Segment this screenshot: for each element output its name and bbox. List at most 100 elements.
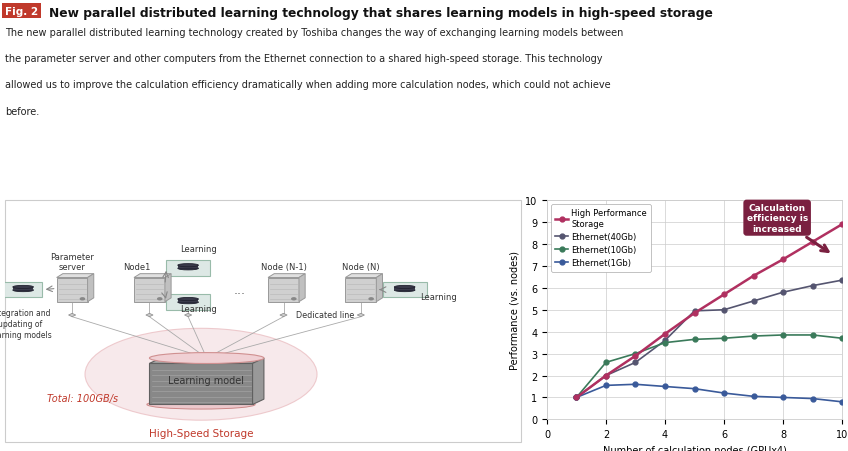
- Ethernet(10Gb): [689, 337, 700, 342]
- Bar: [394, 287, 415, 290]
- FancyBboxPatch shape: [57, 278, 87, 302]
- Ethernet(10Gb): [601, 360, 611, 365]
- Ethernet(40Gb): [601, 373, 611, 378]
- Bar: [178, 266, 198, 269]
- Ellipse shape: [178, 298, 198, 301]
- Text: Calculation
efficiency is
increased: Calculation efficiency is increased: [746, 203, 828, 252]
- Line: Ethernet(1Gb): Ethernet(1Gb): [574, 382, 845, 405]
- Polygon shape: [185, 313, 192, 317]
- Polygon shape: [57, 274, 94, 278]
- Text: Dedicated line: Dedicated line: [296, 310, 354, 319]
- Text: the parameter server and other computers from the Ethernet connection to a share: the parameter server and other computers…: [5, 54, 603, 64]
- Ethernet(1Gb): [689, 386, 700, 391]
- Ellipse shape: [178, 264, 198, 267]
- Ethernet(1Gb): [837, 399, 847, 405]
- Ellipse shape: [178, 267, 198, 270]
- Text: Integration and
updating of
learning models: Integration and updating of learning mod…: [0, 308, 52, 339]
- Text: Parameter
server: Parameter server: [50, 253, 94, 272]
- Line: High Performance
Storage: High Performance Storage: [574, 222, 845, 400]
- Ethernet(1Gb): [630, 382, 640, 387]
- Polygon shape: [134, 274, 171, 278]
- Polygon shape: [345, 274, 382, 278]
- Text: before.: before.: [5, 106, 39, 116]
- Line: Ethernet(10Gb): Ethernet(10Gb): [574, 333, 845, 400]
- Ellipse shape: [394, 286, 415, 289]
- Text: System configuration: System configuration: [10, 186, 121, 196]
- Circle shape: [158, 298, 162, 300]
- Ethernet(10Gb): [719, 336, 729, 341]
- Ethernet(40Gb): [660, 338, 670, 343]
- Text: Performance vs. the number of calculation nodes: Performance vs. the number of calculatio…: [532, 186, 789, 196]
- FancyBboxPatch shape: [382, 282, 427, 298]
- X-axis label: Number of calculation nodes (GPUx4): Number of calculation nodes (GPUx4): [603, 445, 786, 451]
- Polygon shape: [69, 313, 75, 317]
- Ethernet(1Gb): [601, 383, 611, 388]
- Text: Fig. 2: Fig. 2: [5, 7, 38, 17]
- Text: Node1: Node1: [123, 263, 150, 272]
- Text: Learning model: Learning model: [168, 376, 244, 386]
- High Performance
Storage: [749, 273, 759, 279]
- High Performance
Storage: [807, 239, 817, 245]
- High Performance
Storage: [630, 353, 640, 359]
- Polygon shape: [87, 274, 94, 302]
- High Performance
Storage: [719, 292, 729, 298]
- Bar: [178, 299, 198, 303]
- Text: Node (N): Node (N): [342, 263, 380, 272]
- Circle shape: [292, 298, 296, 300]
- FancyBboxPatch shape: [3, 283, 42, 297]
- Ethernet(1Gb): [807, 396, 817, 401]
- Ethernet(10Gb): [837, 336, 847, 341]
- Ethernet(40Gb): [719, 308, 729, 313]
- Ethernet(40Gb): [630, 360, 640, 365]
- Text: New parallel distributed learning technology that shares learning models in high: New parallel distributed learning techno…: [49, 7, 713, 20]
- Ellipse shape: [85, 329, 317, 420]
- Ethernet(10Gb): [778, 332, 788, 338]
- Text: Total: 100GB/s: Total: 100GB/s: [47, 394, 118, 404]
- Ethernet(1Gb): [719, 391, 729, 396]
- Ethernet(1Gb): [660, 384, 670, 389]
- Text: ...: ...: [234, 284, 246, 296]
- Line: Ethernet(40Gb): Ethernet(40Gb): [574, 278, 845, 400]
- Ethernet(40Gb): [749, 299, 759, 304]
- High Performance
Storage: [778, 257, 788, 262]
- High Performance
Storage: [572, 395, 582, 400]
- Polygon shape: [299, 274, 305, 302]
- FancyBboxPatch shape: [149, 364, 253, 405]
- Text: Node (N-1): Node (N-1): [260, 263, 306, 272]
- Text: allowed us to improve the calculation efficiency dramatically when adding more c: allowed us to improve the calculation ef…: [5, 80, 611, 90]
- Ellipse shape: [149, 353, 264, 364]
- Ethernet(10Gb): [572, 395, 582, 400]
- Y-axis label: Performance (vs. nodes): Performance (vs. nodes): [510, 251, 520, 369]
- High Performance
Storage: [601, 373, 611, 378]
- FancyBboxPatch shape: [345, 278, 377, 302]
- Polygon shape: [165, 274, 171, 302]
- Text: High-Speed Storage: High-Speed Storage: [148, 428, 254, 438]
- Ellipse shape: [178, 301, 198, 304]
- Ethernet(40Gb): [778, 290, 788, 295]
- Polygon shape: [357, 313, 365, 317]
- FancyBboxPatch shape: [166, 294, 210, 310]
- Ethernet(10Gb): [807, 332, 817, 338]
- Ethernet(10Gb): [749, 334, 759, 339]
- Ethernet(40Gb): [689, 308, 700, 314]
- High Performance
Storage: [837, 222, 847, 227]
- Ellipse shape: [394, 289, 415, 292]
- FancyBboxPatch shape: [134, 278, 165, 302]
- FancyBboxPatch shape: [166, 260, 210, 276]
- Ethernet(10Gb): [660, 340, 670, 345]
- Ellipse shape: [147, 400, 255, 409]
- Ethernet(1Gb): [572, 395, 582, 400]
- Polygon shape: [280, 313, 287, 317]
- Circle shape: [81, 298, 85, 300]
- Ethernet(10Gb): [630, 351, 640, 356]
- Polygon shape: [149, 358, 264, 364]
- Circle shape: [369, 298, 373, 300]
- Bar: [13, 287, 33, 290]
- Ethernet(1Gb): [778, 395, 788, 400]
- Legend: High Performance
Storage, Ethernet(40Gb), Ethernet(10Gb), Ethernet(1Gb): High Performance Storage, Ethernet(40Gb)…: [551, 205, 651, 272]
- High Performance
Storage: [660, 331, 670, 337]
- Polygon shape: [146, 313, 153, 317]
- Ellipse shape: [13, 289, 33, 292]
- Polygon shape: [268, 274, 305, 278]
- Ethernet(40Gb): [837, 278, 847, 283]
